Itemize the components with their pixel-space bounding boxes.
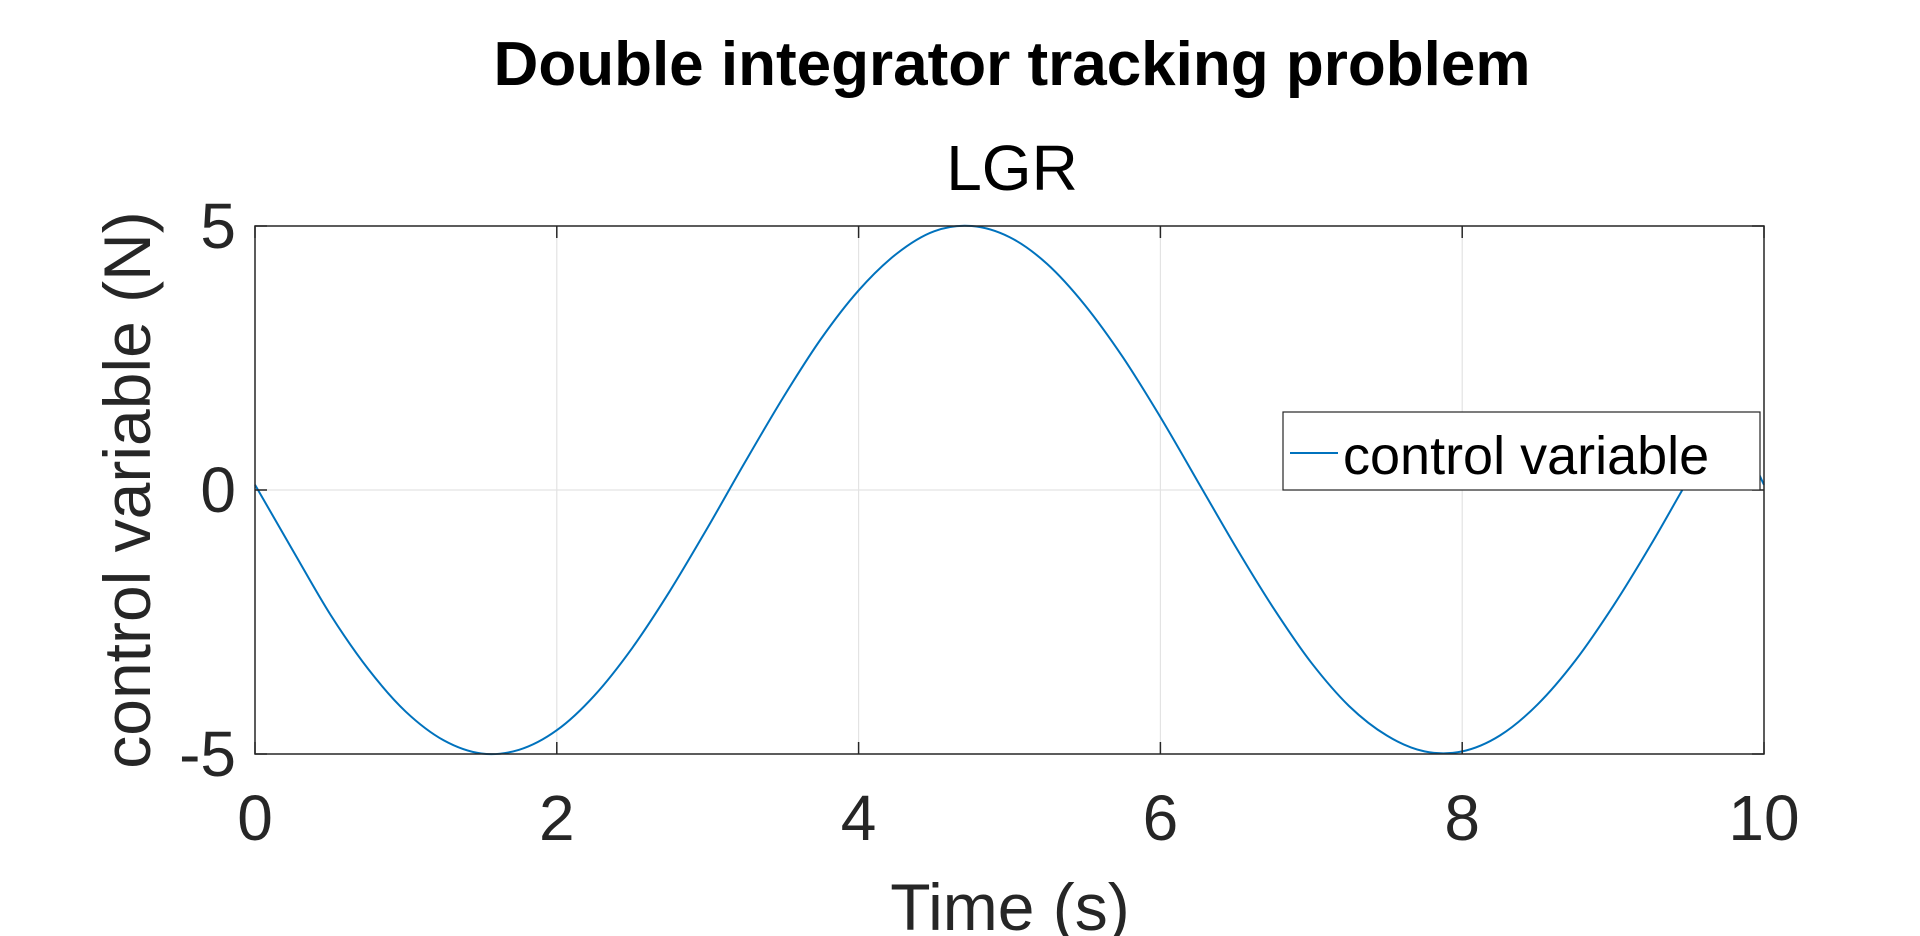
x-tick-label: 2: [539, 782, 575, 854]
legend-entry-label: control variable: [1343, 426, 1709, 486]
x-tick-label: 4: [841, 782, 877, 854]
x-tick-label: 10: [1728, 782, 1799, 854]
x-tick-label: 6: [1143, 782, 1179, 854]
x-tick-label: 0: [237, 782, 273, 854]
legend[interactable]: control variable: [1282, 411, 1761, 491]
y-axis-label: control variable (N): [90, 211, 164, 769]
series-layer: [254, 224, 1765, 756]
y-tick-label: -5: [179, 718, 236, 790]
y-axis-tick-labels: -5 0 5: [179, 190, 236, 790]
x-axis-tick-labels: 0 2 4 6 8 10: [237, 782, 1799, 854]
legend-box: [1282, 411, 1761, 491]
y-tick-label: 5: [200, 190, 236, 262]
x-axis-label: Time (s): [890, 870, 1130, 936]
y-tick-label: 0: [200, 454, 236, 526]
series-line-control-variable: [254, 224, 1765, 756]
chart-title: Double integrator tracking problem: [494, 30, 1531, 99]
x-tick-label: 8: [1444, 782, 1480, 854]
chart-subtitle: LGR: [946, 132, 1078, 204]
